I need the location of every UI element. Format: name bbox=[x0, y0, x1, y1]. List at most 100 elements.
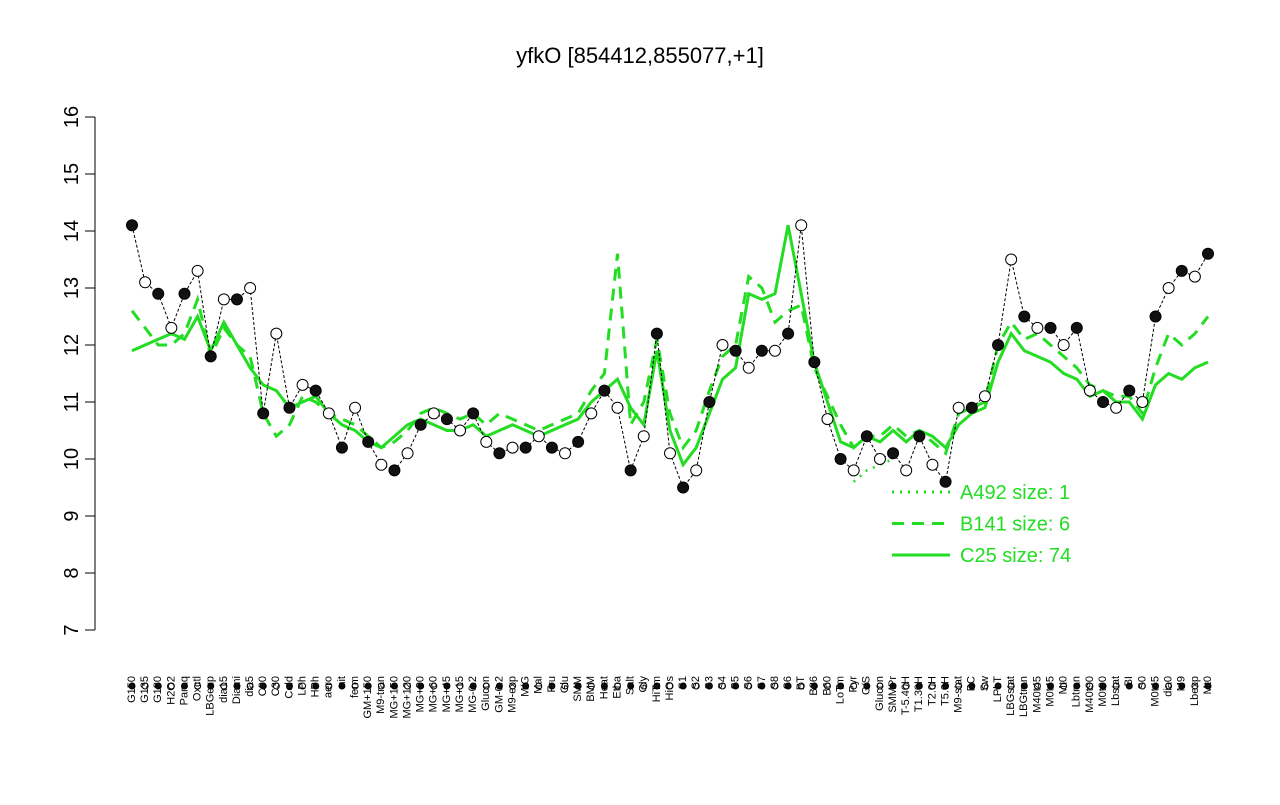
category-marker bbox=[981, 682, 989, 690]
category-marker bbox=[1191, 682, 1199, 690]
category-marker bbox=[797, 682, 805, 690]
category-marker bbox=[1033, 682, 1041, 690]
x-tick-label: BMM bbox=[585, 676, 597, 702]
category-marker bbox=[456, 682, 464, 690]
point bbox=[559, 447, 572, 460]
category-marker bbox=[942, 682, 950, 690]
x-tick-label: Sw bbox=[979, 676, 991, 691]
x-tick-label: S1 bbox=[677, 676, 689, 689]
point bbox=[126, 219, 138, 232]
legend-label: A492 size: 1 bbox=[960, 482, 1070, 504]
point bbox=[375, 458, 388, 471]
point bbox=[1057, 339, 1070, 351]
category-marker bbox=[495, 682, 503, 690]
category-marker bbox=[1086, 682, 1094, 690]
category-marker bbox=[850, 682, 858, 690]
x-tick-label: S5 bbox=[730, 676, 742, 689]
point bbox=[1123, 384, 1136, 397]
point bbox=[1162, 282, 1175, 294]
category-marker bbox=[194, 682, 202, 690]
x-tick-label: LoTm bbox=[834, 676, 846, 704]
category-marker bbox=[1099, 682, 1107, 690]
category-marker bbox=[154, 682, 162, 690]
x-tick-label: S6 bbox=[782, 676, 794, 689]
x-tick-label: HPh bbox=[310, 676, 322, 697]
category-marker bbox=[1125, 682, 1133, 690]
category-marker bbox=[443, 682, 451, 690]
category-marker bbox=[705, 682, 713, 690]
x-tick-label: G150 bbox=[126, 676, 138, 703]
x-tick-label: M0t90 bbox=[1097, 676, 1109, 707]
x-tick-label: LPh bbox=[296, 676, 308, 696]
category-marker bbox=[1112, 682, 1120, 690]
point bbox=[742, 361, 755, 374]
point bbox=[637, 430, 650, 443]
point bbox=[349, 401, 362, 414]
point bbox=[860, 430, 873, 443]
category-marker bbox=[390, 682, 398, 690]
point bbox=[427, 407, 440, 420]
point bbox=[454, 424, 467, 437]
x-tick-label: C30 bbox=[270, 676, 282, 696]
category-marker bbox=[233, 682, 241, 690]
x-tick-label: SMMPr bbox=[887, 676, 899, 713]
y-tick-label: 10 bbox=[61, 448, 83, 470]
category-marker bbox=[863, 682, 871, 690]
x-tick-label: LBGstat bbox=[1005, 676, 1017, 716]
point bbox=[664, 447, 676, 460]
y-tick-label: 14 bbox=[61, 220, 83, 242]
x-tick-label: T2.0H bbox=[926, 676, 938, 706]
category-marker bbox=[600, 682, 608, 690]
point bbox=[191, 264, 204, 277]
category-marker bbox=[1138, 682, 1146, 690]
x-tick-label: M9-exp bbox=[506, 676, 518, 713]
point bbox=[1188, 270, 1201, 283]
category-marker bbox=[692, 682, 700, 690]
point bbox=[795, 219, 808, 232]
category-marker bbox=[810, 682, 818, 690]
category-marker bbox=[299, 682, 307, 690]
point bbox=[624, 464, 637, 477]
x-tick-label: S2 bbox=[690, 676, 702, 689]
point bbox=[821, 413, 834, 426]
chart-title: yfkO [854412,855077,+1] bbox=[516, 43, 764, 68]
x-tick-label: M9-stat bbox=[953, 676, 965, 713]
point bbox=[808, 356, 821, 369]
x-tick-label: G180 bbox=[152, 676, 164, 703]
point bbox=[545, 441, 558, 454]
category-marker bbox=[325, 682, 333, 690]
point bbox=[887, 447, 900, 460]
point bbox=[480, 435, 493, 448]
series-line bbox=[852, 457, 894, 483]
category-marker bbox=[1007, 682, 1015, 690]
point bbox=[335, 441, 348, 454]
category-marker bbox=[1073, 682, 1081, 690]
x-tick-label: Mt0 bbox=[1058, 676, 1070, 694]
x-tick-label: MG+150 bbox=[388, 676, 400, 719]
point bbox=[322, 407, 335, 420]
category-marker bbox=[587, 682, 595, 690]
category-marker bbox=[679, 682, 687, 690]
category-marker bbox=[312, 682, 320, 690]
point bbox=[992, 339, 1005, 351]
category-marker bbox=[876, 682, 884, 690]
point bbox=[939, 475, 952, 488]
x-tick-label: BI bbox=[1123, 676, 1135, 686]
category-marker bbox=[417, 682, 425, 690]
point bbox=[257, 407, 270, 420]
x-tick-label: S3 bbox=[703, 676, 715, 689]
point bbox=[913, 430, 926, 443]
x-tick-label: nit bbox=[336, 676, 348, 688]
category-marker bbox=[574, 682, 582, 690]
x-tick-label: B60 bbox=[821, 676, 833, 696]
point bbox=[611, 401, 624, 414]
x-tick-label: ferm bbox=[349, 676, 361, 698]
category-marker bbox=[259, 682, 267, 690]
point bbox=[1136, 396, 1149, 408]
point bbox=[139, 276, 152, 289]
point bbox=[1083, 384, 1096, 397]
category-marker bbox=[377, 682, 385, 690]
category-marker bbox=[167, 682, 175, 690]
y-tick-label: 9 bbox=[61, 510, 83, 521]
x-tick-label: Lbstat bbox=[1110, 676, 1122, 706]
